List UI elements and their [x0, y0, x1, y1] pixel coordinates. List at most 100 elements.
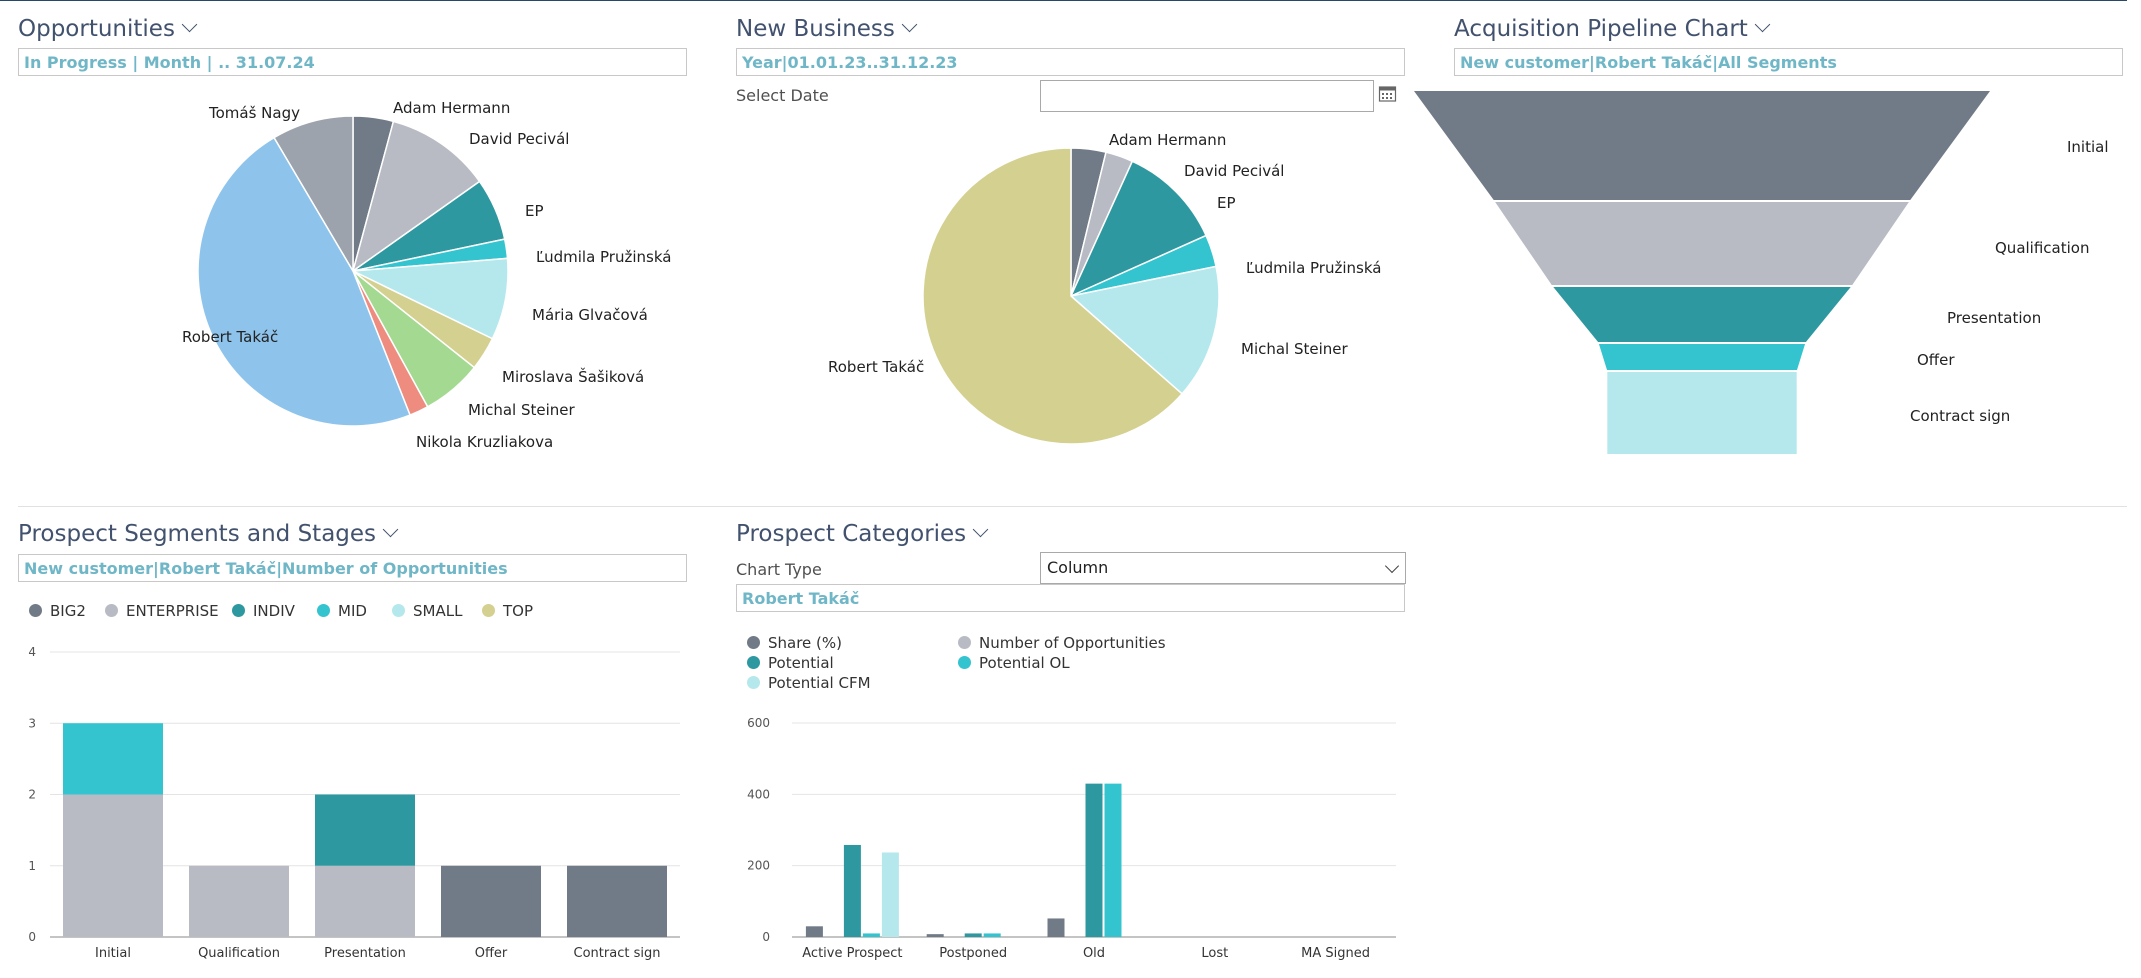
acquisition-title-text: Acquisition Pipeline Chart	[1454, 16, 1748, 42]
bar-old-potential-ol[interactable]	[1104, 783, 1122, 937]
segments-title-text: Prospect Segments and Stages	[18, 521, 377, 547]
legend-item-small[interactable]: SMALL	[392, 602, 462, 620]
legend-dot	[105, 604, 118, 617]
chart-type-label: Chart Type	[736, 560, 822, 579]
x-tick-label: Old	[1083, 946, 1105, 961]
bar-active-prospect-potential-ol[interactable]	[862, 933, 880, 937]
funnel-stage-contract-sign[interactable]	[1605, 370, 1799, 456]
funnel-leader	[1802, 357, 1909, 360]
chart-type-value: Column	[1047, 558, 1109, 577]
chart-type-select[interactable]: Column	[1040, 552, 1406, 584]
opportunities-title[interactable]: Opportunities	[18, 16, 198, 42]
bar-presentation-enterprise[interactable]	[315, 865, 415, 937]
bar-presentation-indiv[interactable]	[315, 794, 415, 866]
legend-label: Potential CFM	[768, 674, 871, 692]
funnel-stage-offer[interactable]	[1596, 342, 1808, 372]
acquisition-funnel-chart: Initial Qualification Presentation Offer Con…	[1410, 89, 2109, 456]
calendar-icon[interactable]	[1378, 84, 1398, 104]
x-tick-label: Qualification	[198, 946, 280, 961]
bar-old-potential[interactable]	[1085, 783, 1103, 937]
x-tick-label: Contract sign	[574, 946, 661, 961]
acquisition-filter[interactable]: New customer|Robert Takáč|All Segments	[1454, 48, 2123, 76]
y-tick-label: 0	[762, 930, 770, 944]
y-tick-label: 1	[28, 859, 36, 873]
bar-postponed-potential[interactable]	[964, 933, 982, 937]
pie-slice-david-pecival[interactable]	[351, 120, 481, 273]
legend-item-big2[interactable]: BIG2	[29, 602, 86, 620]
funnel-stage-presentation[interactable]	[1549, 285, 1855, 344]
categories-filter[interactable]: Robert Takáč	[736, 584, 1405, 612]
bar-initial-mid[interactable]	[63, 723, 163, 795]
legend-item-enterprise[interactable]: ENTERPRISE	[105, 602, 219, 620]
bar-old-share[interactable]	[1047, 918, 1065, 937]
funnel-leader	[1882, 244, 1987, 249]
segments-filter[interactable]: New customer|Robert Takáč|Number of Oppo…	[18, 554, 687, 582]
legend-item-potential-ol[interactable]: Potential OL	[958, 654, 1070, 672]
legend-item-share[interactable]: Share (%)	[747, 634, 842, 652]
pie-label-david-pecival: David Pecivál	[1184, 162, 1284, 180]
x-tick-label: Active Prospect	[802, 946, 902, 961]
legend-item-indiv[interactable]: INDIV	[232, 602, 295, 620]
x-tick-label: Presentation	[324, 946, 406, 961]
pie-slice-ep[interactable]	[1069, 160, 1208, 298]
pie-label-adam-hermann: Adam Hermann	[1109, 131, 1226, 149]
bar-postponed-share[interactable]	[926, 934, 944, 937]
legend-label: TOP	[503, 602, 534, 620]
bar-active-prospect-potential-cfm[interactable]	[881, 852, 899, 937]
funnel-leader	[1830, 315, 1939, 319]
bar-active-prospect-potential[interactable]	[843, 844, 861, 937]
pie-label-maria-glvacova: Mária Glvačová	[532, 306, 648, 324]
legend-label: BIG2	[50, 602, 86, 620]
legend-item-potential-cfm[interactable]: Potential CFM	[747, 674, 871, 692]
select-date-label: Select Date	[736, 86, 829, 105]
opportunities-pie-chart: Adam Hermann David Pecivál EP Ľudmila Pruži…	[182, 99, 671, 451]
legend-label: INDIV	[253, 602, 295, 620]
funnel-stage-qualification[interactable]	[1491, 200, 1913, 287]
x-tick-label: Offer	[475, 946, 508, 961]
pie-label-miroslava-sasikova: Miroslava Šašiková	[502, 367, 644, 386]
funnel-label-presentation: Presentation	[1947, 309, 2041, 327]
opportunities-filter[interactable]: In Progress | Month | .. 31.07.24	[18, 48, 687, 76]
categories-title[interactable]: Prospect Categories	[736, 521, 989, 547]
legend-item-potential[interactable]: Potential	[747, 654, 834, 672]
bar-qualification-enterprise[interactable]	[189, 865, 289, 937]
bar-postponed-potential-ol[interactable]	[983, 933, 1001, 937]
legend-item-number-of-opportunities[interactable]: Number of Opportunities	[958, 634, 1166, 652]
segments-bar-chart: 0 1 2 3 4 Initial Qualification Presentation Off…	[28, 645, 680, 961]
legend-dot	[747, 636, 760, 649]
row-divider	[18, 506, 2127, 507]
legend-dot	[317, 604, 330, 617]
legend-item-mid[interactable]: MID	[317, 602, 367, 620]
y-tick-label: 4	[28, 645, 36, 659]
select-date-input[interactable]	[1040, 80, 1374, 112]
pie-label-nikola-kruzliakova: Nikola Kruzliakova	[416, 433, 553, 451]
pie-label-robert-takac: Robert Takáč	[828, 358, 924, 376]
new-business-filter[interactable]: Year|01.01.23..31.12.23	[736, 48, 1405, 76]
pie-label-ludmila-pruzinska: Ľudmila Pružinská	[536, 248, 671, 266]
funnel-label-offer: Offer	[1917, 351, 1955, 369]
x-tick-label: MA Signed	[1301, 946, 1370, 961]
bar-initial-enterprise[interactable]	[63, 794, 163, 938]
funnel-leader	[1798, 413, 1902, 416]
new-business-title[interactable]: New Business	[736, 16, 918, 42]
bar-offer-big2[interactable]	[441, 865, 541, 937]
pie-label-david-pecival: David Pecivál	[469, 130, 569, 148]
segments-title[interactable]: Prospect Segments and Stages	[18, 521, 399, 547]
pie-slice-michal-steiner[interactable]	[1069, 265, 1220, 395]
top-border	[0, 0, 2127, 1]
funnel-leader	[1951, 146, 2059, 148]
legend-dot	[232, 604, 245, 617]
bar-contract-sign-big2[interactable]	[567, 865, 667, 937]
pie-slice-tomas-nagy[interactable]	[273, 115, 354, 274]
pie-label-ludmila-pruzinska: Ľudmila Pružinská	[1246, 259, 1381, 277]
pie-slice-robert-takac[interactable]	[922, 147, 1184, 445]
legend-item-top[interactable]: TOP	[482, 602, 533, 620]
bar-active-prospect-share[interactable]	[805, 926, 823, 937]
legend-label: SMALL	[413, 602, 463, 620]
acquisition-title[interactable]: Acquisition Pipeline Chart	[1454, 16, 1771, 42]
pie-slice-robert-takac[interactable]	[197, 136, 412, 427]
legend-label: ENTERPRISE	[126, 602, 219, 620]
funnel-label-contract-sign: Contract sign	[1910, 407, 2010, 425]
funnel-stage-initial[interactable]	[1410, 89, 1994, 202]
categories-title-text: Prospect Categories	[736, 521, 967, 547]
